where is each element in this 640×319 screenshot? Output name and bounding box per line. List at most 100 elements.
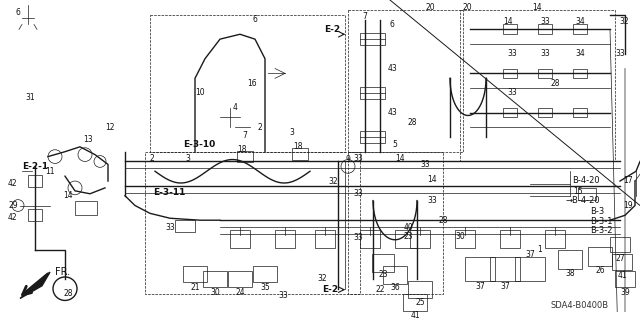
- Text: 7: 7: [363, 12, 367, 21]
- Bar: [558, 249, 582, 269]
- Text: 18: 18: [237, 145, 247, 154]
- Bar: [150, 15, 345, 152]
- Text: 33: 33: [353, 154, 363, 163]
- Text: 14: 14: [427, 174, 437, 184]
- Text: E-3-10: E-3-10: [183, 140, 215, 149]
- Bar: [408, 281, 432, 299]
- Text: 2: 2: [150, 154, 154, 163]
- Text: 28: 28: [63, 289, 73, 298]
- Text: 21: 21: [190, 283, 200, 292]
- Text: 13: 13: [83, 136, 93, 145]
- Text: 6: 6: [390, 20, 394, 29]
- Text: 28: 28: [550, 79, 560, 88]
- Text: 33: 33: [540, 49, 550, 58]
- Text: 34: 34: [575, 49, 585, 58]
- Text: 19: 19: [623, 201, 633, 210]
- Bar: [503, 108, 517, 117]
- Bar: [403, 293, 427, 311]
- Text: 39: 39: [620, 288, 630, 297]
- Bar: [145, 152, 360, 293]
- Text: 12: 12: [105, 123, 115, 132]
- Bar: [228, 271, 252, 287]
- Text: 33: 33: [278, 291, 288, 300]
- Text: 15: 15: [573, 187, 583, 196]
- Text: 30: 30: [210, 288, 220, 297]
- Text: 20: 20: [425, 3, 435, 12]
- Bar: [275, 230, 295, 248]
- Text: 17: 17: [623, 175, 633, 185]
- Text: 37: 37: [525, 250, 535, 259]
- Text: B-3-2: B-3-2: [590, 226, 612, 235]
- Text: B-4-20: B-4-20: [572, 175, 600, 185]
- Bar: [538, 69, 552, 78]
- Text: 33: 33: [507, 88, 517, 98]
- Text: 33: 33: [420, 160, 430, 169]
- Bar: [348, 10, 463, 152]
- Text: 32: 32: [619, 17, 629, 26]
- Text: 42: 42: [7, 179, 17, 188]
- Text: 22: 22: [375, 285, 385, 294]
- Bar: [395, 230, 417, 248]
- Text: 41: 41: [410, 311, 420, 319]
- Text: 36: 36: [390, 283, 400, 292]
- Text: E-2: E-2: [324, 25, 340, 34]
- Text: 25: 25: [415, 298, 425, 307]
- Bar: [203, 271, 227, 287]
- Bar: [348, 152, 443, 293]
- Bar: [615, 271, 635, 287]
- Text: 35: 35: [260, 283, 270, 292]
- Text: 20: 20: [462, 3, 472, 12]
- Text: 33: 33: [615, 49, 625, 58]
- Text: 10: 10: [195, 88, 205, 98]
- Text: 26: 26: [595, 266, 605, 275]
- Text: 23: 23: [378, 270, 388, 278]
- Text: 14: 14: [395, 154, 405, 163]
- Text: 33: 33: [353, 189, 363, 198]
- Bar: [503, 69, 517, 78]
- Bar: [573, 69, 587, 78]
- Text: 34: 34: [575, 17, 585, 26]
- Text: 18: 18: [293, 142, 303, 151]
- Text: 40: 40: [403, 223, 413, 232]
- Text: 42: 42: [7, 213, 17, 222]
- Text: B-3-1: B-3-1: [590, 217, 612, 226]
- Text: 11: 11: [45, 167, 55, 176]
- Bar: [515, 257, 545, 281]
- Bar: [573, 25, 587, 34]
- Bar: [360, 87, 385, 99]
- Text: SDA4-B0400B: SDA4-B0400B: [551, 301, 609, 310]
- Text: 14: 14: [532, 3, 542, 12]
- Text: 7: 7: [243, 130, 248, 139]
- Bar: [360, 131, 385, 143]
- Bar: [253, 266, 277, 282]
- Text: 30: 30: [455, 232, 465, 241]
- Text: 32: 32: [328, 176, 338, 186]
- Text: 33: 33: [165, 223, 175, 232]
- Bar: [410, 230, 430, 248]
- Bar: [500, 230, 520, 248]
- Text: 6: 6: [253, 15, 257, 24]
- Text: 14: 14: [63, 191, 73, 200]
- Text: 37: 37: [475, 282, 485, 291]
- Text: 23: 23: [403, 232, 413, 241]
- Text: 9: 9: [346, 155, 351, 164]
- Text: 41: 41: [617, 271, 627, 280]
- Text: 33: 33: [507, 49, 517, 58]
- Text: 38: 38: [565, 269, 575, 278]
- Bar: [237, 151, 253, 162]
- Bar: [573, 108, 587, 117]
- Text: 2: 2: [258, 123, 262, 132]
- Bar: [360, 33, 385, 45]
- Bar: [383, 266, 407, 284]
- Text: 5: 5: [392, 140, 397, 149]
- Text: FR.: FR.: [55, 267, 70, 277]
- Text: 14: 14: [503, 17, 513, 26]
- Text: 4: 4: [232, 103, 237, 112]
- Text: 43: 43: [387, 108, 397, 117]
- Polygon shape: [20, 272, 50, 299]
- Bar: [183, 266, 207, 282]
- Text: 37: 37: [500, 282, 510, 291]
- Bar: [230, 230, 250, 248]
- Text: B-3: B-3: [590, 207, 604, 216]
- Text: 33: 33: [540, 17, 550, 26]
